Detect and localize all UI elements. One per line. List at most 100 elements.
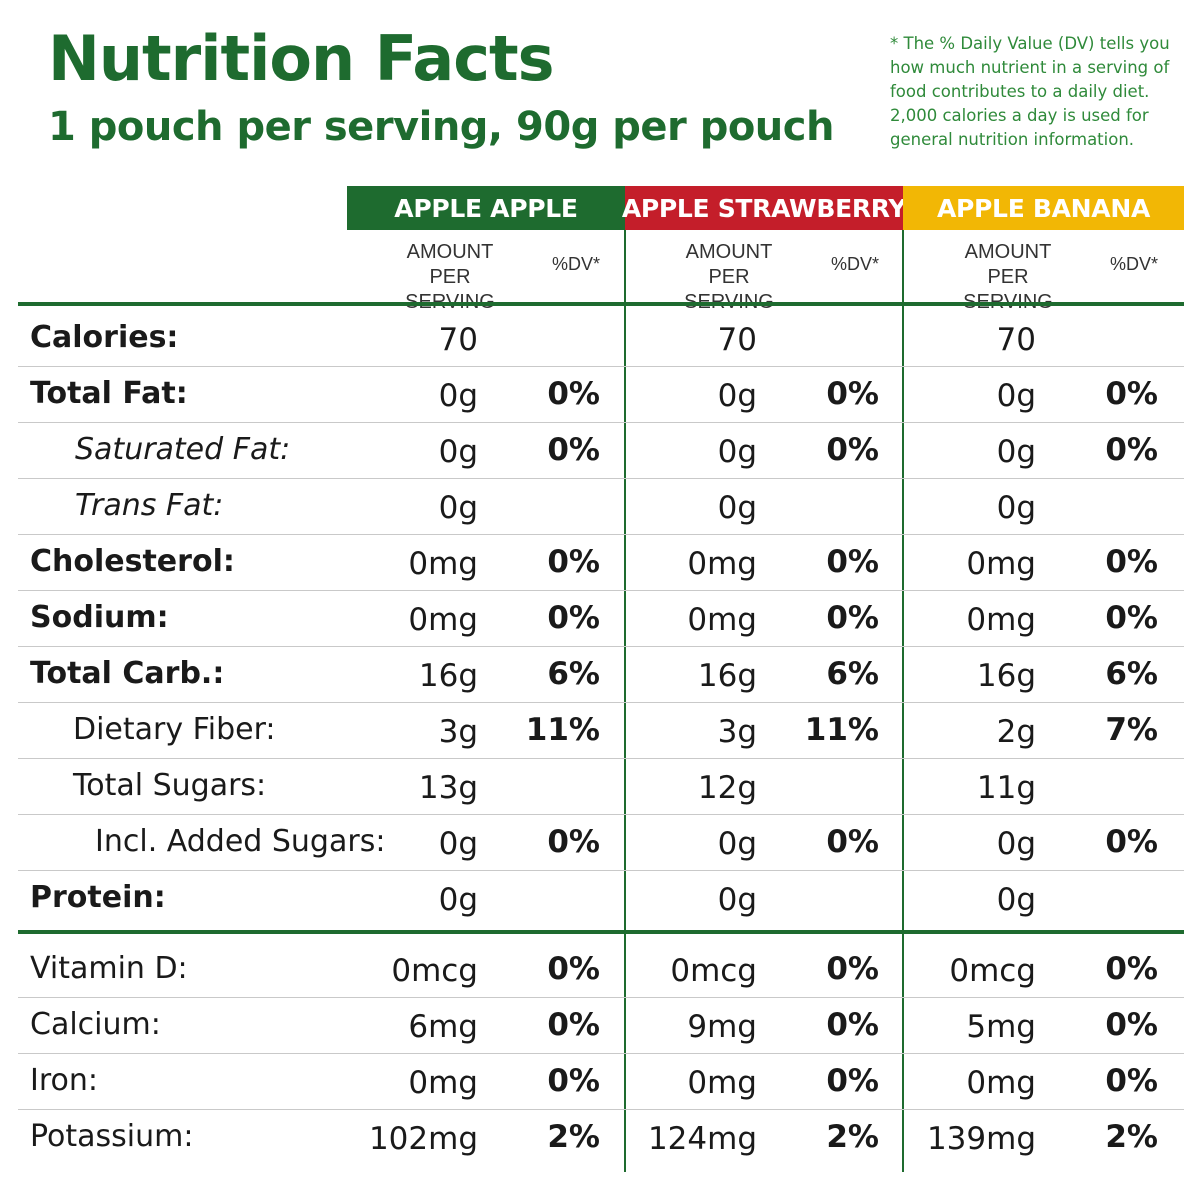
nutrient-label: Total Sugars: xyxy=(73,768,267,803)
amount-value: 9mg xyxy=(687,1009,757,1045)
daily-value-percent: 0% xyxy=(547,1007,600,1043)
daily-value-percent: 2% xyxy=(547,1119,600,1155)
daily-value-percent: 11% xyxy=(525,712,600,748)
row-divider xyxy=(18,997,1184,998)
amount-value: 0g xyxy=(996,434,1036,470)
daily-value-percent: 0% xyxy=(1105,951,1158,987)
amount-value: 0g xyxy=(996,490,1036,526)
amount-value: 0mg xyxy=(687,1065,757,1101)
table-row: Sodium: 0mg 0% 0mg 0% 0mg 0% xyxy=(0,590,1200,646)
table-row: Total Fat: 0g 0% 0g 0% 0g 0% xyxy=(0,366,1200,422)
amount-value: 0g xyxy=(996,826,1036,862)
column-divider xyxy=(624,230,626,1172)
amount-value: 70 xyxy=(438,322,478,358)
amount-value: 13g xyxy=(418,770,478,806)
amount-value: 0mcg xyxy=(670,953,757,989)
daily-value-percent: 0% xyxy=(826,600,879,636)
table-row: Iron: 0mg 0% 0mg 0% 0mg 0% xyxy=(0,1053,1200,1109)
column-header-apple-strawberry: APPLE STRAWBERRY xyxy=(622,186,907,230)
daily-value-percent: 0% xyxy=(826,1007,879,1043)
nutrient-label: Potassium: xyxy=(30,1119,194,1154)
daily-value-percent: 0% xyxy=(1105,544,1158,580)
amount-value: 0g xyxy=(717,882,757,918)
amount-value: 12g xyxy=(697,770,757,806)
amount-value: 0mcg xyxy=(391,953,478,989)
row-divider xyxy=(18,534,1184,535)
daily-value-percent: 6% xyxy=(1105,656,1158,692)
daily-value-percent: 0% xyxy=(826,376,879,412)
amount-value: 3g xyxy=(717,714,757,750)
amount-value: 0g xyxy=(717,826,757,862)
nutrient-label: Cholesterol: xyxy=(30,544,235,579)
table-row: Incl. Added Sugars: 0g 0% 0g 0% 0g 0% xyxy=(0,814,1200,870)
table-row: Total Carb.: 16g 6% 16g 6% 16g 6% xyxy=(0,646,1200,702)
daily-value-percent: 11% xyxy=(804,712,879,748)
amount-value: 70 xyxy=(996,322,1036,358)
row-divider xyxy=(18,814,1184,815)
daily-value-percent: 0% xyxy=(826,544,879,580)
amount-value: 0mg xyxy=(966,546,1036,582)
amount-value: 0mg xyxy=(966,1065,1036,1101)
amount-value: 0g xyxy=(438,882,478,918)
row-divider xyxy=(18,478,1184,479)
daily-value-percent: 0% xyxy=(1105,1007,1158,1043)
amount-value: 102mg xyxy=(368,1121,478,1157)
amount-value: 0mg xyxy=(687,546,757,582)
row-divider xyxy=(18,646,1184,647)
amount-value: 3g xyxy=(438,714,478,750)
column-header-apple-apple: APPLE APPLE xyxy=(347,186,625,230)
daily-value-percent: 0% xyxy=(1105,600,1158,636)
header-rule xyxy=(18,302,1184,306)
amount-value: 124mg xyxy=(647,1121,757,1157)
amount-value: 70 xyxy=(717,322,757,358)
nutrient-label: Calories: xyxy=(30,320,179,355)
table-row: Vitamin D: 0mcg 0% 0mcg 0% 0mcg 0% xyxy=(0,941,1200,997)
amount-value: 6mg xyxy=(408,1009,478,1045)
nutrient-label: Calcium: xyxy=(30,1007,161,1042)
row-divider xyxy=(18,422,1184,423)
row-divider xyxy=(18,590,1184,591)
row-divider xyxy=(18,870,1184,871)
amount-value: 0mcg xyxy=(949,953,1036,989)
nutrient-label: Trans Fat: xyxy=(75,488,224,523)
daily-value-percent: 0% xyxy=(547,951,600,987)
daily-value-percent: 6% xyxy=(826,656,879,692)
daily-value-percent: 0% xyxy=(547,432,600,468)
daily-value-percent: 0% xyxy=(547,376,600,412)
amount-value: 0g xyxy=(717,434,757,470)
amount-value: 0g xyxy=(438,434,478,470)
daily-value-percent: 0% xyxy=(826,951,879,987)
daily-value-percent: 0% xyxy=(547,544,600,580)
nutrient-label: Incl. Added Sugars: xyxy=(95,824,386,859)
daily-value-percent: 7% xyxy=(1105,712,1158,748)
dv-header: %DV* xyxy=(552,254,601,274)
amount-value: 0g xyxy=(438,378,478,414)
nutrient-label: Protein: xyxy=(30,880,166,915)
amount-value: 0g xyxy=(996,882,1036,918)
table-row: Potassium: 102mg 2% 124mg 2% 139mg 2% xyxy=(0,1109,1200,1165)
table-row: Cholesterol: 0mg 0% 0mg 0% 0mg 0% xyxy=(0,534,1200,590)
nutrient-label: Total Fat: xyxy=(30,376,188,411)
daily-value-percent: 0% xyxy=(1105,824,1158,860)
daily-value-percent: 2% xyxy=(1105,1119,1158,1155)
row-divider xyxy=(18,1053,1184,1054)
amount-value: 16g xyxy=(976,658,1036,694)
amount-value: 139mg xyxy=(926,1121,1036,1157)
amount-value: 0g xyxy=(717,490,757,526)
section-rule xyxy=(18,930,1184,934)
row-divider xyxy=(18,758,1184,759)
row-divider xyxy=(18,1109,1184,1110)
nutrient-label: Vitamin D: xyxy=(30,951,188,986)
daily-value-percent: 0% xyxy=(826,824,879,860)
nutrient-label: Sodium: xyxy=(30,600,169,635)
nutrient-label: Saturated Fat: xyxy=(75,432,291,467)
table-row: Dietary Fiber: 3g 11% 3g 11% 2g 7% xyxy=(0,702,1200,758)
dv-header: %DV* xyxy=(1110,254,1159,274)
amount-value: 0g xyxy=(717,378,757,414)
row-divider xyxy=(18,702,1184,703)
daily-value-percent: 0% xyxy=(826,432,879,468)
daily-value-percent: 0% xyxy=(826,1063,879,1099)
column-divider xyxy=(902,230,904,1172)
table-row: Saturated Fat: 0g 0% 0g 0% 0g 0% xyxy=(0,422,1200,478)
amount-value: 0g xyxy=(438,490,478,526)
